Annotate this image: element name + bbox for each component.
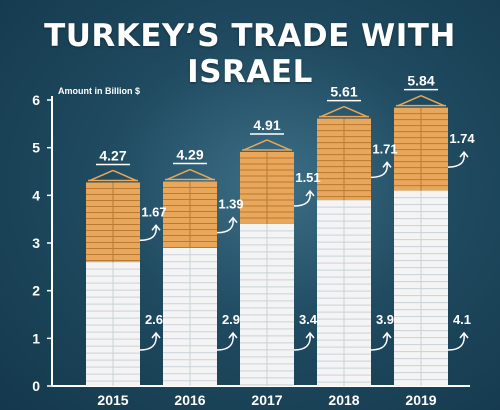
- arrow-icon: [151, 224, 161, 231]
- x-tick-label: 2016: [174, 392, 205, 408]
- bottom-segment-label: 3.4: [299, 312, 318, 327]
- top-segment-label: 1.74: [449, 131, 475, 146]
- bar-hanger: [266, 139, 291, 151]
- arrow-icon: [216, 333, 234, 351]
- bottom-segment-label: 4.1: [453, 312, 471, 327]
- arrow-icon: [293, 333, 311, 351]
- x-tick-label: 2017: [251, 392, 282, 408]
- x-tick-label: 2018: [328, 392, 359, 408]
- arrow-icon: [293, 191, 311, 207]
- arrow-icon: [139, 333, 157, 351]
- arrow-icon: [447, 333, 465, 351]
- bar-hanger: [343, 105, 368, 118]
- arrow-icon: [459, 150, 469, 158]
- total-label: 4.27: [99, 147, 126, 163]
- x-tick-label: 2015: [97, 392, 128, 408]
- bar-hanger: [189, 168, 214, 181]
- total-label: 5.84: [407, 73, 434, 89]
- bar-hanger: [89, 169, 114, 182]
- top-segment-label: 1.71: [372, 141, 397, 156]
- bar-hanger: [112, 169, 137, 182]
- total-label: 4.29: [176, 147, 203, 163]
- total-label: 5.61: [330, 84, 357, 100]
- x-tick-label: 2019: [405, 392, 436, 408]
- arrow-icon: [382, 161, 392, 168]
- y-tick-label: 5: [32, 140, 40, 156]
- y-tick-label: 0: [32, 378, 40, 394]
- bar-hanger: [320, 105, 345, 118]
- y-tick-label: 4: [32, 187, 40, 203]
- bars: [86, 94, 448, 386]
- arrow-icon: [382, 331, 392, 339]
- chart-title: TURKEY’S TRADE WITH ISRAEL: [44, 18, 456, 90]
- total-label: 4.91: [253, 117, 280, 133]
- bar-hanger: [166, 168, 191, 181]
- bottom-segment-label: 3.9: [376, 312, 394, 327]
- top-segment-label: 1.67: [141, 204, 166, 219]
- arrow-icon: [151, 331, 161, 339]
- bar-hanger: [397, 94, 422, 107]
- y-tick-label: 2: [32, 283, 40, 299]
- bottom-segment-label: 2.9: [222, 312, 240, 327]
- y-tick-label: 1: [32, 330, 40, 346]
- arrow-icon: [139, 226, 157, 242]
- bar-hanger: [420, 94, 445, 107]
- y-tick-label: 3: [32, 235, 40, 251]
- arrow-icon: [305, 189, 315, 197]
- arrow-icon: [447, 152, 465, 168]
- arrow-icon: [459, 331, 469, 339]
- arrow-icon: [228, 331, 238, 339]
- bar-hanger: [243, 139, 268, 151]
- arrow-icon: [228, 216, 238, 224]
- arrow-icon: [216, 218, 234, 234]
- arrow-icon: [305, 331, 315, 339]
- top-segment-label: 1.51: [295, 170, 320, 185]
- arrow-icon: [370, 163, 388, 179]
- y-axis-label: Amount in Billion $: [58, 86, 140, 96]
- bottom-segment-label: 2.6: [145, 312, 163, 327]
- arrow-icon: [370, 333, 388, 351]
- top-segment-label: 1.39: [218, 197, 243, 212]
- labels: 4.27 1.67 2.6 2015 4.29 1.39 2.9 2016 4.91 1.51 3.…: [96, 73, 475, 408]
- y-tick-label: 6: [32, 92, 40, 108]
